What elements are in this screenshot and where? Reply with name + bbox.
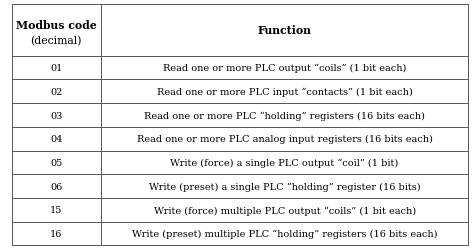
Text: Write (force) multiple PLC output “coils” (1 bit each): Write (force) multiple PLC output “coils… [154, 206, 416, 215]
Text: (decimal): (decimal) [31, 36, 82, 46]
Text: 04: 04 [50, 135, 63, 144]
Text: 03: 03 [50, 111, 63, 120]
Text: 15: 15 [50, 206, 63, 214]
Text: Write (preset) multiple PLC “holding” registers (16 bits each): Write (preset) multiple PLC “holding” re… [132, 229, 438, 238]
Text: Read one or more PLC “holding” registers (16 bits each): Read one or more PLC “holding” registers… [144, 111, 425, 120]
Text: Write (force) a single PLC output “coil” (1 bit): Write (force) a single PLC output “coil”… [171, 158, 399, 168]
Text: 05: 05 [50, 158, 63, 167]
Text: Read one or more PLC input “contacts” (1 bit each): Read one or more PLC input “contacts” (1… [157, 87, 412, 97]
Text: 01: 01 [50, 64, 63, 73]
Text: Write (preset) a single PLC “holding” register (16 bits): Write (preset) a single PLC “holding” re… [149, 182, 420, 191]
Text: Modbus code: Modbus code [16, 20, 97, 31]
Text: Read one or more PLC output “coils” (1 bit each): Read one or more PLC output “coils” (1 b… [163, 64, 406, 73]
Text: 02: 02 [50, 88, 63, 96]
Text: Function: Function [258, 25, 311, 36]
Text: 06: 06 [50, 182, 63, 191]
Text: 16: 16 [50, 229, 63, 238]
Text: Read one or more PLC analog input registers (16 bits each): Read one or more PLC analog input regist… [137, 135, 432, 144]
